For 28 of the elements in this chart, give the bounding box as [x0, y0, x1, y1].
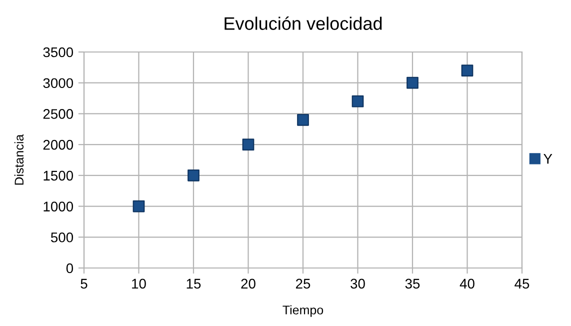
y-tick-label: 1500 — [44, 170, 74, 181]
y-tick-label: 1000 — [44, 202, 74, 212]
x-axis-title: Tiempo — [282, 305, 324, 317]
x-tick-label: 20 — [241, 278, 256, 289]
point — [461, 64, 474, 76]
legend-label: Y — [544, 154, 552, 164]
y-tick-label: 2500 — [43, 109, 74, 119]
y-axis-title: Distancia — [14, 134, 24, 185]
x-tick-label: 15 — [186, 278, 201, 289]
y-tick-label: 0 — [66, 263, 74, 274]
point — [406, 76, 418, 89]
x-tick-label: 30 — [350, 278, 365, 289]
y-tick-label: 3000 — [43, 78, 74, 88]
y-tick-label: 3500 — [43, 47, 74, 58]
chart-title: Evolución velocidad — [224, 16, 382, 30]
y-tick-label: 500 — [50, 232, 74, 242]
x-tick-label: 5 — [80, 278, 88, 289]
point — [297, 114, 309, 126]
point — [242, 138, 254, 151]
x-tick-label: 40 — [460, 278, 474, 289]
point — [352, 95, 364, 108]
x-tick-label: 45 — [514, 278, 530, 289]
x-tick-label: 10 — [132, 278, 146, 289]
x-tick-label: 25 — [296, 278, 310, 289]
point — [188, 169, 200, 182]
x-tick-label: 35 — [405, 278, 420, 289]
point — [132, 200, 145, 212]
y-tick-label: 2000 — [43, 140, 74, 150]
